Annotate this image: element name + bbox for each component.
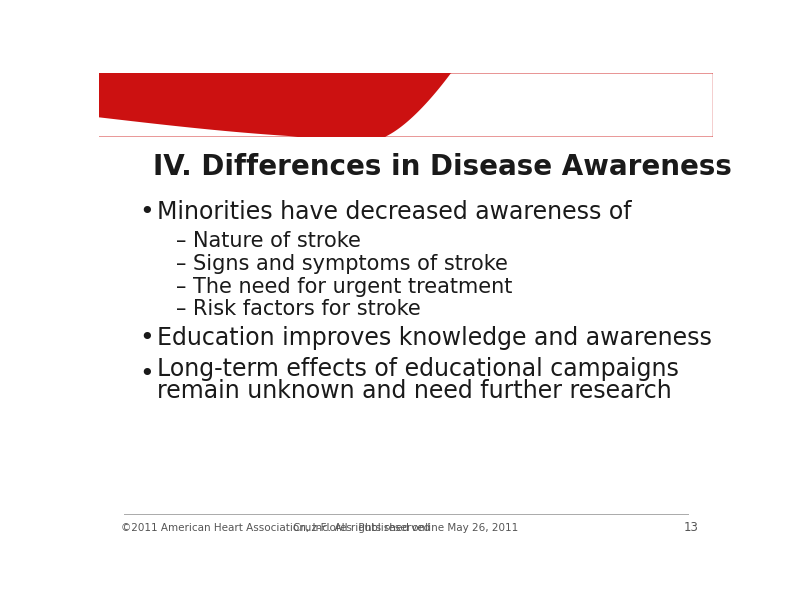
Text: •: •: [139, 362, 154, 386]
Text: Education improves knowledge and awareness: Education improves knowledge and awarene…: [157, 326, 712, 350]
Text: ©2011 American Heart Association, Inc. All rights reserved: ©2011 American Heart Association, Inc. A…: [120, 523, 430, 532]
Text: •: •: [139, 200, 154, 224]
Text: Long-term effects of educational campaigns: Long-term effects of educational campaig…: [157, 357, 679, 381]
Text: – Signs and symptoms of stroke: – Signs and symptoms of stroke: [177, 253, 508, 274]
Text: – Nature of stroke: – Nature of stroke: [177, 231, 361, 250]
Polygon shape: [99, 73, 713, 136]
Text: •: •: [139, 326, 154, 350]
Text: remain unknown and need further research: remain unknown and need further research: [157, 379, 672, 403]
Text: Minorities have decreased awareness of: Minorities have decreased awareness of: [157, 200, 632, 224]
FancyBboxPatch shape: [97, 71, 715, 547]
Text: – Risk factors for stroke: – Risk factors for stroke: [177, 299, 421, 319]
Text: – The need for urgent treatment: – The need for urgent treatment: [177, 277, 513, 297]
Text: 13: 13: [683, 521, 699, 534]
Polygon shape: [99, 73, 713, 136]
Text: IV. Differences in Disease Awareness: IV. Differences in Disease Awareness: [153, 154, 732, 181]
Text: Cruz-Flores  Published online May 26, 2011: Cruz-Flores Published online May 26, 201…: [293, 523, 519, 532]
